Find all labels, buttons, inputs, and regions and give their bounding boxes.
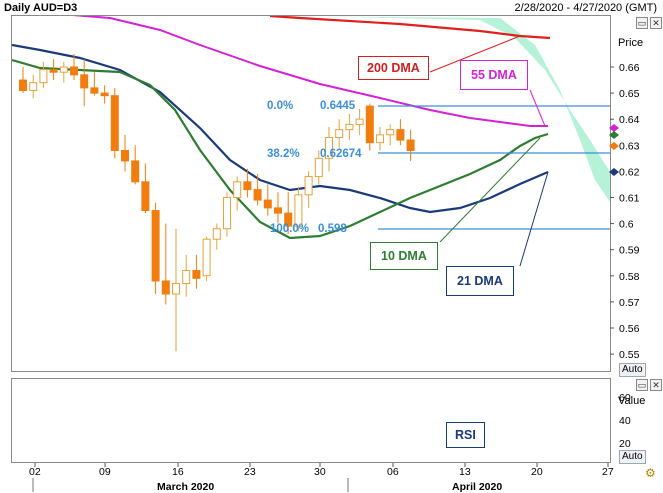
candle-body	[131, 160, 140, 183]
candle-body	[274, 207, 282, 214]
date-range: 2/28/2020 - 4/27/2020 (GMT)	[514, 2, 657, 14]
candle-body	[406, 139, 415, 151]
candle-body	[396, 129, 405, 141]
price-ytick-label: 0.55	[619, 349, 640, 361]
candle-body	[80, 74, 89, 89]
rsi-restore-icon[interactable]: ▭	[636, 379, 648, 391]
fib-100-value: 0.598	[318, 223, 347, 235]
candle-body	[335, 129, 344, 138]
candle-body	[325, 136, 333, 159]
x-tick-label: 30	[314, 466, 326, 478]
price-ytick-label: 0.6	[619, 219, 634, 231]
candle-body	[253, 189, 262, 201]
price-auto-button[interactable]: Auto	[619, 363, 646, 377]
rsi-ytick-label: 20	[619, 438, 631, 450]
dma21-pointer	[519, 171, 549, 267]
price-ytick-label: 0.66	[619, 62, 640, 74]
candle-body	[161, 280, 170, 295]
candle-body	[386, 129, 395, 136]
fib-100-label: 100.0%	[270, 223, 310, 235]
candle-body	[151, 210, 160, 282]
candle-body	[345, 123, 354, 131]
restore-icon[interactable]: ▭	[636, 17, 648, 29]
dma10-line	[12, 58, 549, 240]
price-ytick-label: 0.62	[619, 166, 640, 178]
candle-body	[263, 199, 272, 209]
dma21-label: 21 DMA	[446, 266, 514, 296]
price-ytick-label: 0.56	[619, 323, 640, 335]
candle-body	[110, 95, 119, 151]
candle-body	[141, 181, 150, 212]
candle-body	[182, 270, 191, 285]
rsi-axis-label: Value	[618, 395, 646, 407]
candle-body	[355, 118, 364, 125]
chart-title: Daily AUD=D3	[4, 2, 78, 14]
dma21-marker	[609, 168, 619, 176]
candle-body	[192, 270, 201, 279]
fib-38-label: 38.2%	[267, 148, 300, 160]
dma10-label: 10 DMA	[370, 242, 438, 270]
candle-body	[49, 69, 58, 73]
x-tick-label: 02	[29, 466, 41, 478]
rsi-auto-button[interactable]: Auto	[619, 450, 646, 464]
close-marker	[609, 142, 619, 150]
dma55-pointer	[529, 89, 546, 127]
candle-body	[294, 194, 303, 227]
candle-body	[90, 87, 99, 94]
fib-0-label: 0.0%	[267, 100, 294, 112]
candle-body	[304, 176, 313, 196]
fib-38-value: 0.62674	[320, 148, 362, 160]
candle-body	[233, 181, 242, 198]
month-label-april: April 2020	[452, 481, 502, 493]
candle-body	[29, 82, 38, 91]
fib-0-value: 0.6445	[320, 100, 356, 112]
candle-body	[202, 238, 211, 277]
candle-body	[284, 212, 293, 227]
dma10-pointer	[439, 137, 541, 243]
candle-body	[223, 196, 231, 230]
rsi-ytick-label: 60	[619, 392, 631, 404]
candle-body	[365, 105, 374, 144]
price-ytick-label: 0.59	[619, 245, 640, 257]
candle-body	[243, 181, 252, 191]
x-tick-label: 16	[172, 466, 184, 478]
rsi-panel[interactable]	[11, 378, 611, 463]
rsi-label: RSI	[446, 422, 485, 448]
candle-body	[376, 134, 384, 144]
dma55-marker	[609, 124, 619, 132]
month-label-march: March 2020	[157, 481, 214, 493]
candle-body	[70, 66, 78, 76]
rsi-close-icon[interactable]: ✕	[650, 379, 662, 391]
candle-body	[100, 92, 109, 97]
price-ytick-label: 0.61	[619, 193, 640, 205]
rsi-ytick-label: 40	[619, 415, 631, 427]
candle-body	[19, 79, 27, 91]
x-tick-label: 06	[387, 466, 399, 478]
dma200-pointer	[429, 35, 521, 73]
x-tick-label: 20	[531, 466, 543, 478]
price-ytick-label: 0.57	[619, 297, 640, 309]
settings-icon[interactable]: ⚙	[645, 466, 656, 480]
dma55-label: 55 DMA	[460, 60, 528, 90]
dma200-line	[269, 16, 551, 40]
x-tick-label: 09	[99, 466, 111, 478]
candle-body	[59, 66, 68, 73]
close-icon[interactable]: ✕	[650, 17, 662, 29]
price-ytick-label: 0.63	[619, 140, 640, 152]
price-ytick-label: 0.64	[619, 114, 640, 126]
x-tick-label: 13	[459, 466, 471, 478]
price-axis-label: Price	[618, 37, 644, 49]
price-ytick-label: 0.58	[619, 271, 640, 283]
candle-body	[39, 69, 48, 84]
dma55-line	[72, 16, 548, 127]
candle-body	[172, 283, 180, 295]
x-tick-label: 27	[602, 466, 614, 478]
candle-body	[314, 157, 323, 178]
candle-body	[212, 228, 221, 240]
dma10-marker	[609, 131, 619, 139]
x-tick-label: 23	[244, 466, 256, 478]
dma200-label: 200 DMA	[358, 56, 429, 80]
candle-body	[121, 149, 129, 162]
price-ytick-label: 0.65	[619, 88, 640, 100]
